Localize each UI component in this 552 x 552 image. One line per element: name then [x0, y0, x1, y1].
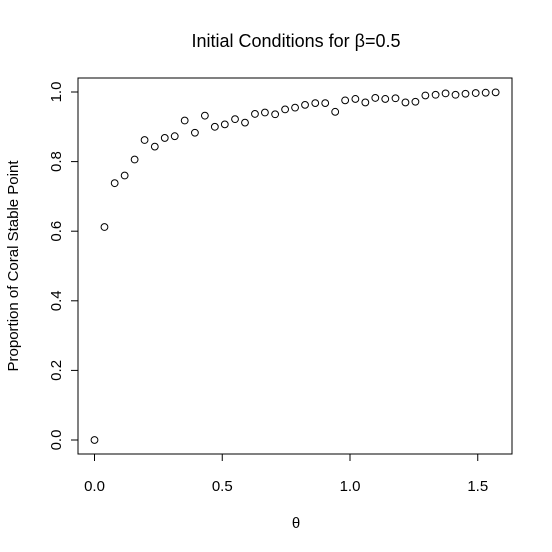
x-axis: 0.0 0.5 1.0 1.5 [84, 453, 488, 495]
x-tick-label: 0.5 [212, 478, 233, 495]
plot-frame [77, 77, 513, 455]
data-point [170, 132, 179, 141]
data-point [371, 94, 380, 102]
data-point [391, 94, 400, 103]
data-point [180, 116, 189, 125]
data-point [150, 142, 159, 151]
y-tick-label: 0.0 [48, 430, 65, 451]
y-tick-label: 1.0 [48, 82, 65, 103]
data-point [110, 179, 119, 188]
data-point [100, 223, 109, 231]
chart-title: Initial Conditions for β=0.5 [192, 31, 401, 51]
data-point [90, 436, 99, 444]
data-point [220, 120, 229, 129]
data-point [241, 118, 249, 127]
data-point [210, 122, 219, 131]
data-point [291, 103, 299, 112]
data-point [191, 128, 199, 137]
data-point [481, 88, 490, 97]
data-point [120, 171, 129, 180]
data-point [130, 155, 139, 164]
data-point [251, 110, 259, 118]
data-point [271, 110, 280, 119]
data-point [351, 95, 360, 103]
data-point [361, 98, 370, 107]
data-point [471, 89, 480, 97]
y-axis: 0.0 0.2 0.4 0.6 0.8 1.0 [48, 82, 79, 451]
data-point [331, 107, 340, 116]
x-axis-label: θ [292, 515, 300, 532]
data-point [281, 105, 290, 114]
x-tick-label: 1.5 [467, 478, 488, 495]
data-point [160, 134, 169, 142]
x-tick-label: 0.0 [84, 478, 105, 495]
data-point [261, 108, 269, 117]
data-point [231, 115, 239, 124]
data-point [341, 96, 350, 105]
data-point [491, 88, 500, 97]
data-points [90, 88, 500, 444]
y-axis-label: Proportion of Coral Stable Point [5, 160, 22, 372]
data-point [431, 90, 440, 99]
data-point [401, 98, 410, 107]
data-point [321, 99, 330, 108]
data-point [451, 90, 460, 99]
data-point [461, 89, 470, 98]
y-tick-label: 0.8 [48, 151, 65, 172]
data-point [200, 111, 209, 120]
data-point [381, 95, 390, 103]
y-tick-label: 0.4 [48, 290, 65, 311]
y-tick-label: 0.6 [48, 221, 65, 242]
data-point [311, 99, 320, 108]
y-tick-label: 0.2 [48, 360, 65, 381]
x-tick-label: 1.0 [340, 478, 361, 495]
data-point [441, 89, 450, 98]
data-point [301, 100, 309, 109]
data-point [421, 91, 430, 100]
data-point [140, 136, 149, 144]
data-point [411, 97, 420, 106]
